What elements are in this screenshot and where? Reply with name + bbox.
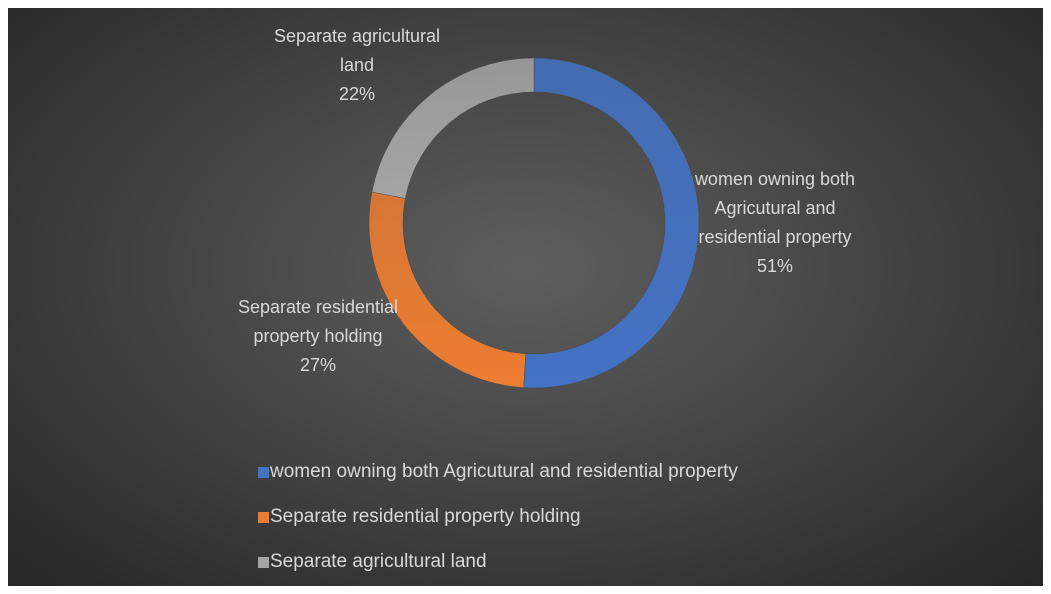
data-label: Separate residential property holding 27% bbox=[228, 293, 408, 380]
legend-swatch bbox=[258, 512, 269, 523]
data-label-value: 27% bbox=[299, 355, 337, 375]
chart-background bbox=[8, 8, 1043, 586]
data-label-name: Separate agricultural land bbox=[273, 26, 441, 75]
legend-swatch bbox=[258, 467, 269, 478]
legend-label: Separate agricultural land bbox=[270, 551, 487, 572]
donut-segment bbox=[523, 57, 700, 389]
data-label-name: Separate residential property holding bbox=[237, 297, 399, 346]
data-label-name: women owning both Agricutural and reside… bbox=[694, 169, 856, 247]
legend-swatch bbox=[258, 557, 269, 568]
data-label: Separate agricultural land 22% bbox=[267, 22, 447, 109]
data-label: women owning both Agricutural and reside… bbox=[680, 165, 870, 281]
data-label-value: 22% bbox=[338, 84, 376, 104]
donut-segment bbox=[371, 57, 535, 199]
data-label-value: 51% bbox=[756, 256, 794, 276]
legend-label: women owning both Agricutural and reside… bbox=[270, 461, 738, 482]
legend-label: Separate residential property holding bbox=[270, 506, 581, 527]
